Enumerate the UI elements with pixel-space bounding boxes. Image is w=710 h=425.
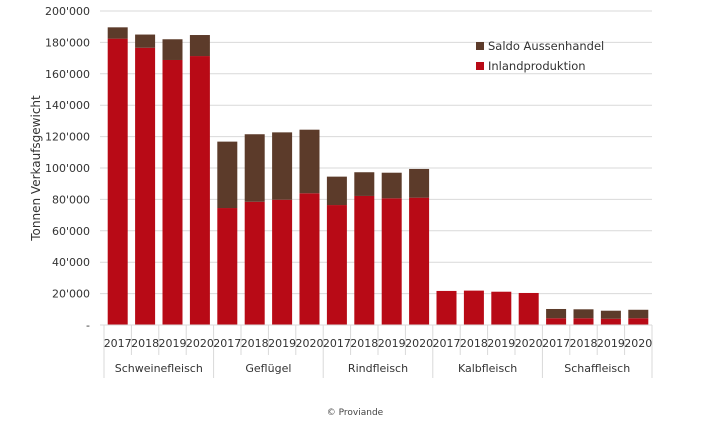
bar-saldo-aussenhandel — [107, 27, 128, 39]
group-label: Schaffleisch — [564, 362, 630, 375]
bar-inlandproduktion — [135, 47, 156, 325]
bar-saldo-aussenhandel — [326, 176, 347, 206]
stacked-bar-chart: - 20'000 40'000 60'000 80'000 100'000 120'000 1… — [29, 5, 653, 378]
y-axis-label: Tonnen Verkaufsgewicht — [29, 95, 43, 242]
bar-inlandproduktion — [518, 292, 539, 325]
group-label: Geflügel — [245, 362, 291, 375]
group-label: Schweinefleisch — [115, 362, 203, 375]
bar-inlandproduktion — [354, 195, 375, 325]
year-label: 2017 — [542, 337, 570, 350]
legend: Saldo Aussenhandel Inlandproduktion — [476, 39, 604, 73]
bar-inlandproduktion — [600, 318, 621, 325]
bar-saldo-aussenhandel — [546, 308, 567, 319]
year-label: 2019 — [159, 337, 187, 350]
bar-inlandproduktion — [436, 290, 457, 325]
y-tick-label: 200'000 — [45, 5, 90, 18]
year-label: 2017 — [104, 337, 132, 350]
year-label: 2020 — [624, 337, 652, 350]
year-label: 2018 — [460, 337, 488, 350]
y-axis-ticks: - 20'000 40'000 60'000 80'000 100'000 120'000 1… — [45, 5, 90, 332]
year-label: 2020 — [405, 337, 433, 350]
bar-saldo-aussenhandel — [600, 310, 621, 319]
bar-inlandproduktion — [244, 201, 265, 325]
year-label: 2019 — [487, 337, 515, 350]
bar-inlandproduktion — [409, 197, 430, 325]
year-label: 2019 — [597, 337, 625, 350]
bar-inlandproduktion — [272, 199, 293, 325]
y-tick-label: 140'000 — [45, 99, 90, 112]
bar-saldo-aussenhandel — [189, 35, 210, 57]
legend-swatch-inland — [476, 62, 484, 70]
bar-inlandproduktion — [573, 318, 594, 325]
year-label: 2019 — [268, 337, 296, 350]
year-label: 2020 — [515, 337, 543, 350]
bar-saldo-aussenhandel — [573, 309, 594, 319]
y-tick-label: 80'000 — [52, 193, 90, 206]
year-label: 2018 — [131, 337, 159, 350]
y-tick-label: 20'000 — [52, 288, 90, 301]
bar-saldo-aussenhandel — [299, 129, 320, 194]
y-tick-label: 160'000 — [45, 68, 90, 81]
bars — [107, 27, 649, 326]
bar-saldo-aussenhandel — [381, 172, 402, 199]
bar-inlandproduktion — [107, 38, 128, 326]
bar-saldo-aussenhandel — [628, 309, 649, 319]
year-label: 2020 — [296, 337, 324, 350]
y-tick-label: - — [86, 319, 90, 332]
x-axis: 2017 2018 2019 2020 2017 2018 2019 2020 2017 2018… — [103, 324, 653, 378]
y-tick-label: 180'000 — [45, 36, 90, 49]
source-credit: © Proviande — [326, 408, 384, 418]
bar-inlandproduktion — [628, 318, 649, 325]
legend-label-saldo: Saldo Aussenhandel — [488, 39, 604, 53]
year-label: 2018 — [241, 337, 269, 350]
bar-inlandproduktion — [299, 193, 320, 325]
bar-inlandproduktion — [381, 198, 402, 325]
bar-saldo-aussenhandel — [354, 172, 375, 196]
bar-inlandproduktion — [463, 290, 484, 325]
year-label: 2018 — [570, 337, 598, 350]
year-label: 2017 — [433, 337, 461, 350]
bar-saldo-aussenhandel — [135, 34, 156, 48]
bar-inlandproduktion — [326, 205, 347, 325]
y-tick-label: 120'000 — [45, 131, 90, 144]
bar-inlandproduktion — [189, 56, 210, 326]
bar-saldo-aussenhandel — [244, 134, 265, 202]
bar-saldo-aussenhandel — [162, 39, 183, 60]
bar-inlandproduktion — [217, 208, 238, 325]
group-label: Rindfleisch — [348, 362, 408, 375]
legend-swatch-saldo — [476, 42, 484, 50]
bar-inlandproduktion — [162, 59, 183, 325]
y-tick-label: 100'000 — [45, 162, 90, 175]
group-label: Kalbfleisch — [458, 362, 517, 375]
y-tick-label: 60'000 — [52, 225, 90, 238]
legend-label-inland: Inlandproduktion — [488, 59, 586, 73]
year-label: 2019 — [378, 337, 406, 350]
bar-saldo-aussenhandel — [217, 141, 238, 209]
year-label: 2017 — [323, 337, 351, 350]
bar-inlandproduktion — [546, 318, 567, 325]
year-label: 2018 — [350, 337, 378, 350]
bar-saldo-aussenhandel — [409, 168, 430, 198]
bar-inlandproduktion — [491, 291, 512, 325]
year-label: 2020 — [186, 337, 214, 350]
year-label: 2017 — [213, 337, 241, 350]
bar-saldo-aussenhandel — [272, 132, 293, 200]
y-tick-label: 40'000 — [52, 256, 90, 269]
